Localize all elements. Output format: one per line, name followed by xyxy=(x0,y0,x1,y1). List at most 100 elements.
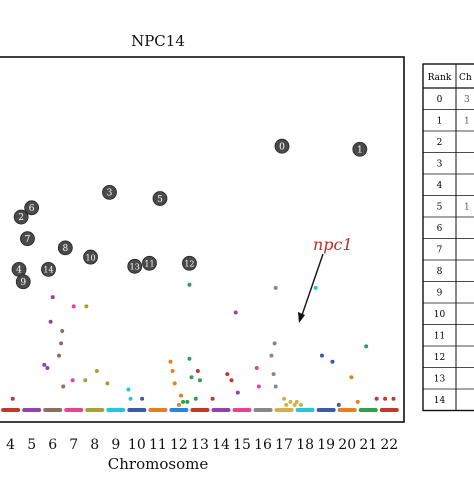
chromosome-bar xyxy=(190,408,210,412)
x-tick-label: 9 xyxy=(111,437,120,453)
table-cell-rank: 0 xyxy=(437,95,443,105)
data-point xyxy=(364,344,369,349)
data-point xyxy=(185,399,190,404)
chromosome-bar-track xyxy=(1,408,399,412)
table-cell-rank: 9 xyxy=(437,289,443,299)
chromosome-bar xyxy=(232,408,252,412)
table-cell-rank: 12 xyxy=(434,353,445,363)
ranked-point-marker xyxy=(142,255,157,271)
data-point xyxy=(256,384,261,389)
ranked-point-marker xyxy=(15,274,31,290)
data-point xyxy=(48,319,53,324)
data-point xyxy=(272,341,277,346)
minor-point-layer xyxy=(10,282,396,407)
data-point xyxy=(84,304,89,309)
data-point xyxy=(187,356,192,361)
table-cell-rank: 3 xyxy=(437,160,443,170)
chromosome-bar xyxy=(337,408,357,412)
table-cell-rank: 7 xyxy=(437,246,443,256)
data-point xyxy=(172,381,177,386)
data-point xyxy=(168,359,173,364)
chart-title: NPC14 xyxy=(131,32,185,50)
annotation-arrow xyxy=(298,253,324,323)
annotation-label: npc1 xyxy=(313,235,353,254)
ranked-point: 4 xyxy=(11,261,27,277)
data-point xyxy=(70,378,75,383)
data-point xyxy=(197,378,202,383)
ranked-point: 10 xyxy=(83,249,98,265)
ranked-point: 14 xyxy=(41,261,56,277)
data-point xyxy=(181,399,186,404)
ranked-point-label: 11 xyxy=(144,259,154,268)
x-tick-label: 12 xyxy=(170,437,188,453)
data-point xyxy=(187,282,192,287)
plot-frame xyxy=(0,56,405,423)
x-tick-label: 8 xyxy=(90,437,99,453)
x-tick-label: 5 xyxy=(27,437,36,453)
table-header-rank: Rank xyxy=(428,73,452,83)
data-point xyxy=(391,396,396,401)
ranked-point: 7 xyxy=(20,231,35,247)
x-tick-label: 21 xyxy=(359,437,377,453)
x-tick-label: 4 xyxy=(6,437,15,453)
chromosome-bar xyxy=(253,408,273,412)
data-point xyxy=(210,396,215,401)
data-point xyxy=(336,402,341,407)
ranked-point-marker xyxy=(24,200,40,216)
data-point xyxy=(225,372,230,377)
ranked-point: 1 xyxy=(352,141,368,157)
ranked-point: 6 xyxy=(24,200,40,216)
x-tick-label: 10 xyxy=(128,437,146,453)
data-point xyxy=(288,399,293,404)
ranked-point: 9 xyxy=(15,274,31,290)
ranked-point: 12 xyxy=(182,255,197,271)
data-point xyxy=(271,372,276,377)
data-point xyxy=(179,393,184,398)
ranked-point-marker xyxy=(182,255,197,271)
data-point xyxy=(193,396,198,401)
table-cell-chrom: 3 xyxy=(464,95,470,105)
data-point xyxy=(269,353,274,358)
ranked-point-label: 1 xyxy=(357,145,363,155)
ranked-point-label: 9 xyxy=(20,278,26,288)
data-point xyxy=(273,285,278,290)
data-point xyxy=(233,310,238,315)
data-point xyxy=(42,362,47,367)
data-point xyxy=(61,384,66,389)
data-point xyxy=(383,396,388,401)
x-tick-label: 15 xyxy=(233,437,251,453)
data-point xyxy=(284,402,289,407)
data-point xyxy=(59,341,64,346)
ranked-point-label: 8 xyxy=(62,244,68,254)
data-point xyxy=(10,396,15,401)
table-cell-rank: 5 xyxy=(437,203,443,213)
data-point xyxy=(330,359,335,364)
x-tick-label: 13 xyxy=(191,437,209,453)
x-tick-label: 6 xyxy=(48,437,57,453)
x-tick-label: 7 xyxy=(69,437,78,453)
x-axis-label: Chromosome xyxy=(107,455,209,473)
ranked-point-label: 6 xyxy=(29,204,35,214)
data-point xyxy=(195,369,200,374)
chromosome-bar xyxy=(106,408,126,412)
chromosome-bar xyxy=(379,408,399,412)
data-point xyxy=(57,353,62,358)
chromosome-bar xyxy=(295,408,315,412)
table-cell-chrom: 1 xyxy=(464,117,470,127)
table-cell-rank: 8 xyxy=(437,267,443,277)
data-point xyxy=(229,378,234,383)
chromosome-bar xyxy=(148,408,168,412)
ranked-point-label: 12 xyxy=(184,259,194,268)
data-point xyxy=(313,285,318,290)
table-cell-rank: 2 xyxy=(437,138,443,148)
data-point xyxy=(355,399,360,404)
x-tick-label: 20 xyxy=(338,437,356,453)
ranked-point-marker xyxy=(127,258,143,274)
chromosome-bar xyxy=(127,408,147,412)
table-frame xyxy=(422,63,474,412)
chromosome-bar xyxy=(358,408,378,412)
ranked-point-marker xyxy=(20,231,35,247)
